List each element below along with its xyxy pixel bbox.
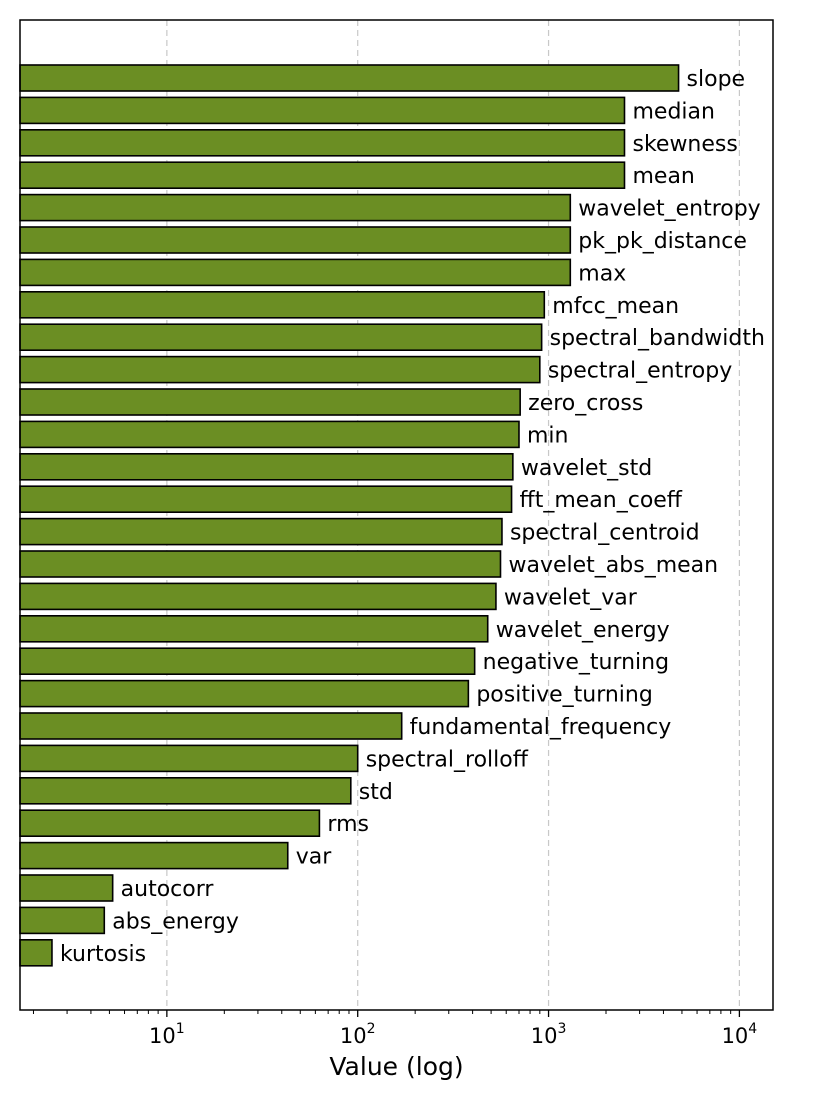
bar-label-fft_mean_coeff: fft_mean_coeff — [520, 488, 683, 513]
plot-frame — [19, 19, 774, 1011]
bar-median — [19, 96, 626, 125]
bar-spectral_bandwidth — [19, 323, 543, 352]
bar-label-wavelet_std: wavelet_std — [521, 456, 652, 481]
bar-label-fundamental_frequency: fundamental_frequency — [410, 715, 672, 740]
bar-label-negative_turning: negative_turning — [483, 650, 669, 675]
bar-slope — [19, 64, 680, 92]
bar-label-median: median — [632, 99, 714, 124]
bar-label-mfcc_mean: mfcc_mean — [552, 294, 679, 319]
x-tick-label: 101 — [149, 1021, 185, 1048]
x-axis-label: Value (log) — [329, 1052, 463, 1081]
bar-label-spectral_rolloff: spectral_rolloff — [366, 747, 529, 772]
bar-label-rms: rms — [327, 812, 369, 837]
bar-spectral_rolloff — [19, 744, 359, 773]
bar-label-slope: slope — [687, 67, 746, 92]
bar-label-zero_cross: zero_cross — [528, 391, 643, 416]
bar-skewness — [19, 129, 626, 157]
bar-mean — [19, 161, 626, 189]
bar-var — [19, 841, 289, 870]
bar-label-pk_pk_distance: pk_pk_distance — [578, 229, 747, 254]
bar-label-abs_energy: abs_energy — [112, 909, 239, 934]
bar-label-wavelet_var: wavelet_var — [504, 585, 638, 610]
bar-label-wavelet_entropy: wavelet_entropy — [578, 197, 760, 222]
bar-wavelet_std — [19, 452, 514, 481]
bar-wavelet_entropy — [19, 193, 572, 222]
bar-std — [19, 776, 352, 805]
bar-pk_pk_distance — [19, 226, 572, 254]
x-tick-label: 103 — [531, 1021, 567, 1048]
bar-label-spectral_centroid: spectral_centroid — [510, 521, 700, 546]
bar-rms — [19, 809, 321, 838]
bar-label-mean: mean — [632, 164, 694, 189]
bar-abs_energy — [19, 906, 106, 935]
bars — [19, 64, 680, 967]
bar-label-autocorr: autocorr — [121, 877, 215, 902]
x-tick-label: 104 — [722, 1021, 758, 1048]
bar-label-wavelet_energy: wavelet_energy — [496, 618, 670, 643]
bar-label-wavelet_abs_mean: wavelet_abs_mean — [508, 553, 718, 578]
bar-negative_turning — [19, 647, 476, 676]
bar-min — [19, 420, 520, 449]
bar-wavelet_var — [19, 582, 497, 611]
x-axis-ticks: 101 102 103 104 — [32, 1010, 758, 1048]
bar-autocorr — [19, 874, 114, 902]
bar-label-positive_turning: positive_turning — [476, 683, 652, 708]
bar-spectral_entropy — [19, 355, 541, 384]
bar-mfcc_mean — [19, 290, 546, 319]
bar-label-kurtosis: kurtosis — [60, 942, 146, 967]
bar-spectral_centroid — [19, 517, 503, 546]
bar-label-max: max — [578, 261, 626, 286]
bar-wavelet_energy — [19, 614, 489, 643]
bar-kurtosis — [19, 938, 53, 967]
bar-fundamental_frequency — [19, 712, 403, 740]
bar-fft_mean_coeff — [19, 485, 513, 514]
x-tick-label: 102 — [340, 1021, 376, 1048]
bar-label-std: std — [359, 780, 393, 805]
bar-zero_cross — [19, 388, 521, 416]
bar-label-var: var — [296, 845, 333, 870]
bar-labels: slope median skewness mean wavelet_entropypk… — [60, 67, 765, 967]
bar-wavelet_abs_mean — [19, 550, 502, 578]
bar-max — [19, 258, 572, 287]
bar-label-spectral_entropy: spectral_entropy — [548, 359, 732, 384]
bar-label-min: min — [527, 423, 569, 448]
bar-label-skewness: skewness — [632, 132, 737, 157]
bar-label-spectral_bandwidth: spectral_bandwidth — [550, 326, 765, 351]
bar-positive_turning — [19, 679, 470, 708]
